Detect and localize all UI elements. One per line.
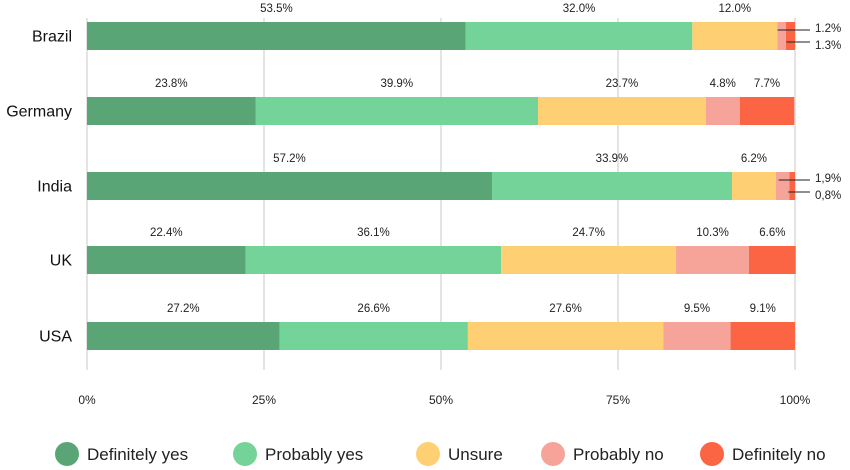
category-labels: Brazil Germany India UK USA [6,29,72,346]
legend-label: Probably yes [265,445,363,464]
data-label: 22.4% [150,227,183,239]
bar-segment [731,172,776,200]
data-label: 1,9% [815,173,841,185]
data-label: 57.2% [273,153,306,165]
x-tick-label: 100% [780,393,811,407]
legend-label: Unsure [448,445,503,464]
category-label: UK [50,253,73,270]
legend-swatch [541,442,565,466]
legend-label: Definitely no [732,445,826,464]
data-label: 7.7% [754,78,780,90]
data-label: 36.1% [357,227,390,239]
bar-segment [87,246,246,274]
bar-segment [739,97,795,125]
bar-segment [245,246,502,274]
bar-segment [705,97,740,125]
category-label: India [37,179,72,196]
bar-segment [537,97,706,125]
bar-segment [730,322,795,350]
bar-segment [789,172,795,200]
bar-segment [501,246,677,274]
data-label: 0,8% [815,190,841,202]
data-label: 12.0% [719,3,752,15]
x-axis-ticks: 0% 25% 50% 75% 100% [78,393,810,407]
data-label: 39.9% [380,78,413,90]
x-tick-label: 0% [78,393,96,407]
category-label: Brazil [32,29,72,46]
x-tick-label: 25% [252,393,276,407]
data-label: 23.8% [155,78,188,90]
legend-swatch [233,442,257,466]
bar-segment [775,172,790,200]
bar-segment [663,322,731,350]
bar-segment [279,322,468,350]
bar-segment [491,172,732,200]
data-label: 23.7% [606,78,639,90]
legend-swatch [55,442,79,466]
legend-label: Probably no [573,445,664,464]
data-label: 1.3% [815,40,841,52]
legend-label: Definitely yes [87,445,188,464]
bars [87,22,796,350]
bar-segment [465,22,693,50]
bar-segment [676,246,749,274]
data-label: 4.8% [710,78,736,90]
bar-segment [87,172,492,200]
data-label: 24.7% [572,227,605,239]
legend-swatch [700,442,724,466]
data-label: 27.6% [549,303,582,315]
data-label: 32.0% [563,3,596,15]
data-label: 6.6% [759,227,785,239]
data-label: 33.9% [596,153,629,165]
legend-swatch [416,442,440,466]
bar-segment [255,97,538,125]
x-tick-label: 75% [606,393,630,407]
data-label: 27.2% [167,303,200,315]
data-label: 10.3% [696,227,729,239]
bar-segment [87,97,256,125]
x-tick-label: 50% [429,393,453,407]
legend: Definitely yes Probably yes Unsure Probably… [55,442,826,466]
data-label: 6.2% [741,153,767,165]
bar-segment [785,22,795,50]
bar-segment [692,22,778,50]
bar-segment [777,22,786,50]
bar-segment [87,322,280,350]
data-label: 9.5% [684,303,710,315]
bar-segment [87,22,466,50]
bar-segment [467,322,664,350]
category-label: USA [39,329,72,346]
data-label: 26.6% [357,303,390,315]
bar-segment [748,246,796,274]
data-label: 1.2% [815,23,841,35]
data-label: 9.1% [750,303,776,315]
category-label: Germany [6,104,72,121]
data-label: 53.5% [260,3,293,15]
data-labels: 53.5% 32.0% 12.0% 1.2% 1.3% 23.8% 39.9% 23.7% 4.… [150,3,841,315]
